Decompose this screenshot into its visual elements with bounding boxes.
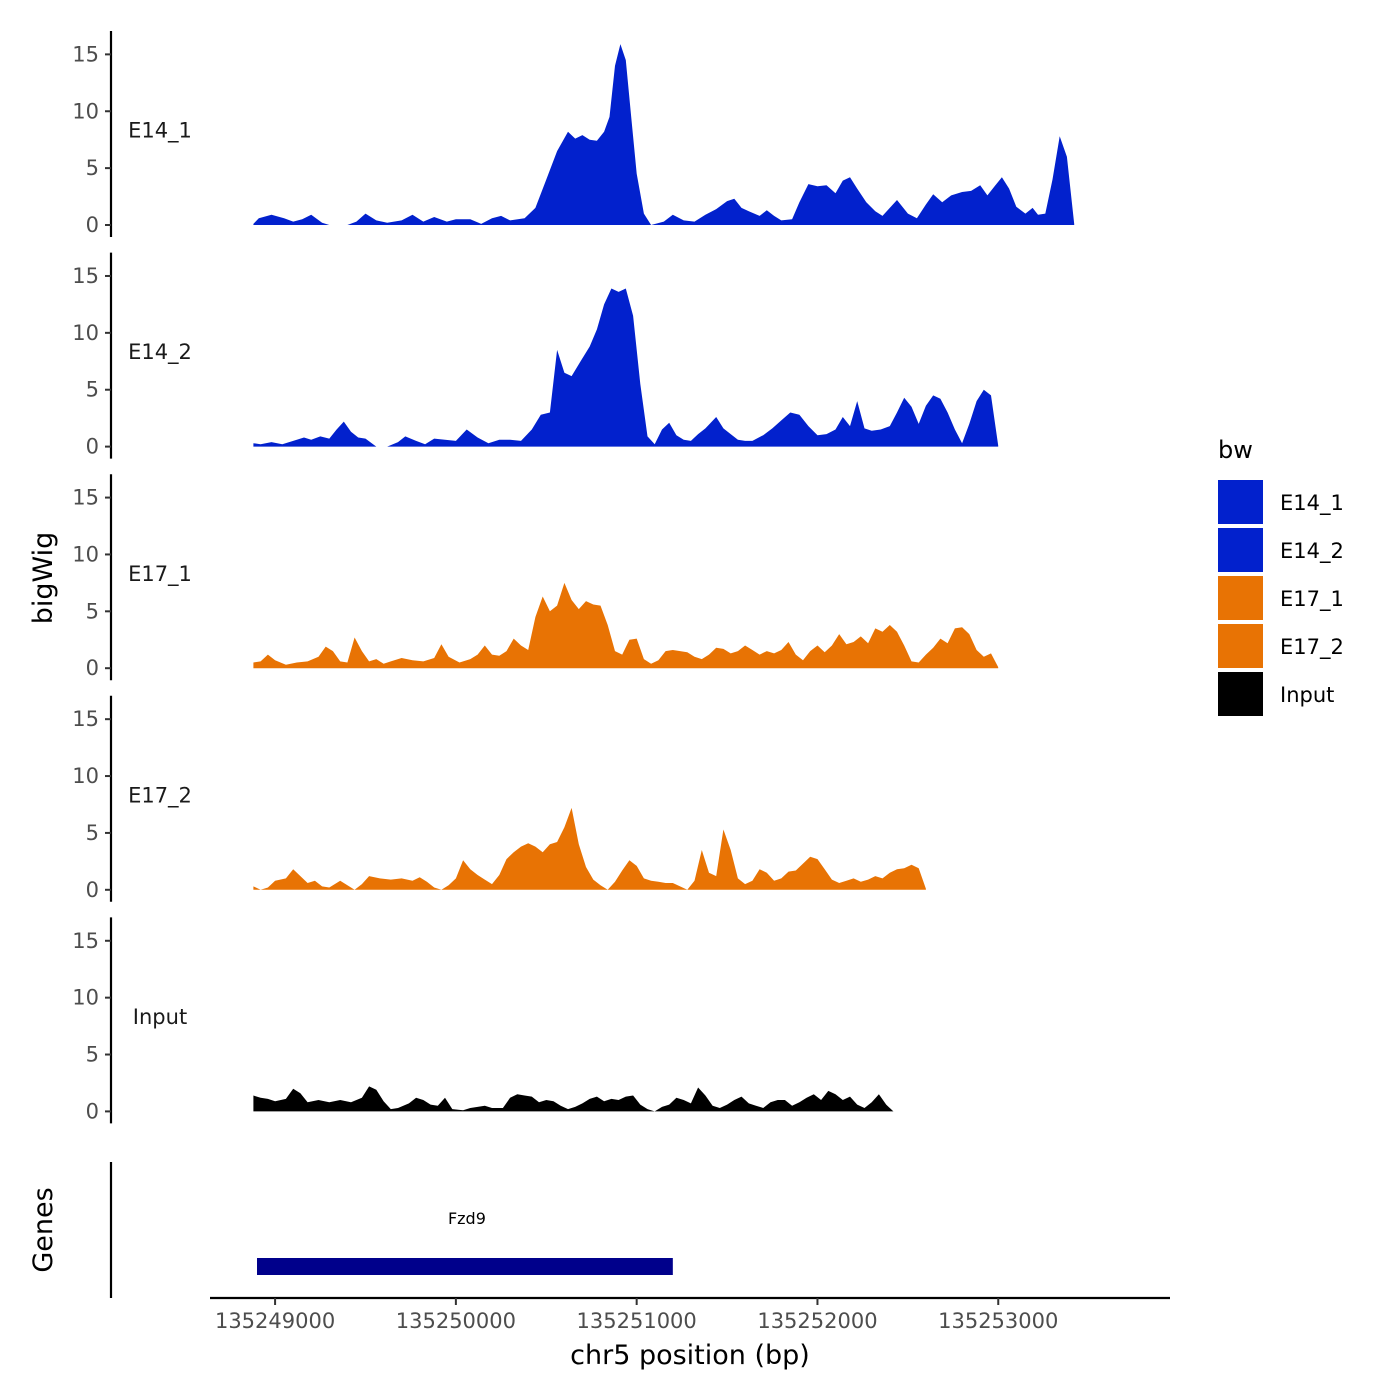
y-tick-label: 10 [72,764,99,788]
area-e17-2 [253,807,926,890]
legend-swatch [1218,480,1263,524]
x-tick-label: 135250000 [396,1309,516,1333]
gene-label: Fzd9 [448,1209,486,1228]
gene-body [257,1258,673,1275]
y-tick-label: 0 [86,435,99,459]
legend-label: Input [1280,683,1334,707]
y-tick-label: 15 [72,929,99,953]
y-tick-label: 10 [72,986,99,1010]
legend-item-e17-1: E17_1 [1218,576,1344,620]
signal-tracks: 0 5 10 15 E14_1 0 5 10 15 E14_2 0 5 10 15 E17_1 0 5 10 15 E… [72,31,1075,1124]
y-tick-label: 15 [72,42,99,66]
y-tick-label: 0 [86,878,99,902]
track-label: Input [133,1005,187,1029]
legend-swatch [1218,528,1263,572]
y-tick-label: 5 [86,378,99,402]
y-tick-label: 10 [72,99,99,123]
track-label: E17_1 [128,562,192,587]
legend-label: E14_1 [1280,491,1344,516]
y-tick-label: 10 [72,321,99,345]
legend-label: E14_2 [1280,539,1344,564]
legend-item-e17-2: E17_2 [1218,624,1344,668]
track-label: E14_1 [128,119,192,144]
area-e14-1 [253,44,1075,225]
legend-label: E17_2 [1280,635,1344,660]
area-e17-1 [253,582,999,669]
track-e14-1: 0 5 10 15 E14_1 [72,31,1075,237]
track-label: E17_2 [128,783,192,808]
track-e14-2: 0 5 10 15 E14_2 [72,252,999,459]
area-e14-2 [253,288,999,447]
genes-axis-title: Genes [28,1187,59,1272]
legend-swatch [1218,624,1263,668]
area-input [253,1086,894,1112]
x-tick-label: 135251000 [577,1309,697,1333]
y-tick-label: 0 [86,1099,99,1123]
legend-label: E17_1 [1280,587,1344,612]
y-tick-label: 0 [86,656,99,680]
legend-item-e14-2: E14_2 [1218,528,1344,572]
y-tick-label: 5 [86,599,99,623]
legend-swatch [1218,672,1263,716]
x-tick-label: 135252000 [757,1309,877,1333]
y-tick-label: 15 [72,264,99,288]
gene-panel: Fzd9 [109,1162,673,1298]
legend-title: bw [1218,436,1253,464]
legend-swatch [1218,576,1263,620]
y-tick-label: 5 [86,821,99,845]
y-tick-label: 5 [86,1043,99,1067]
track-e17-1: 0 5 10 15 E17_1 [72,474,999,681]
y-tick-label: 15 [72,486,99,510]
y-tick-label: 0 [86,213,99,237]
x-axis-title: chr5 position (bp) [570,1340,810,1371]
y-tick-label: 5 [86,156,99,180]
legend-item-e14-1: E14_1 [1218,480,1344,524]
track-input: 0 5 10 15 Input [72,917,894,1124]
track-label: E14_2 [128,340,192,365]
gene-fzd9: Fzd9 [257,1209,673,1275]
x-tick-label: 135249000 [215,1309,335,1333]
y-tick-label: 10 [72,542,99,566]
x-tick-label: 135253000 [938,1309,1058,1333]
y-axis-title: bigWig [28,532,59,625]
legend: bw E14_1 E14_2 E17_1 E17_2 Input [1218,436,1344,716]
x-axis: 135249000 135250000 135251000 135252000 1352… [210,1296,1170,1333]
gene-items: Fzd9 [257,1209,673,1275]
track-e17-2: 0 5 10 15 E17_2 [72,695,926,902]
y-tick-label: 15 [72,707,99,731]
legend-item-input: Input [1218,672,1334,716]
